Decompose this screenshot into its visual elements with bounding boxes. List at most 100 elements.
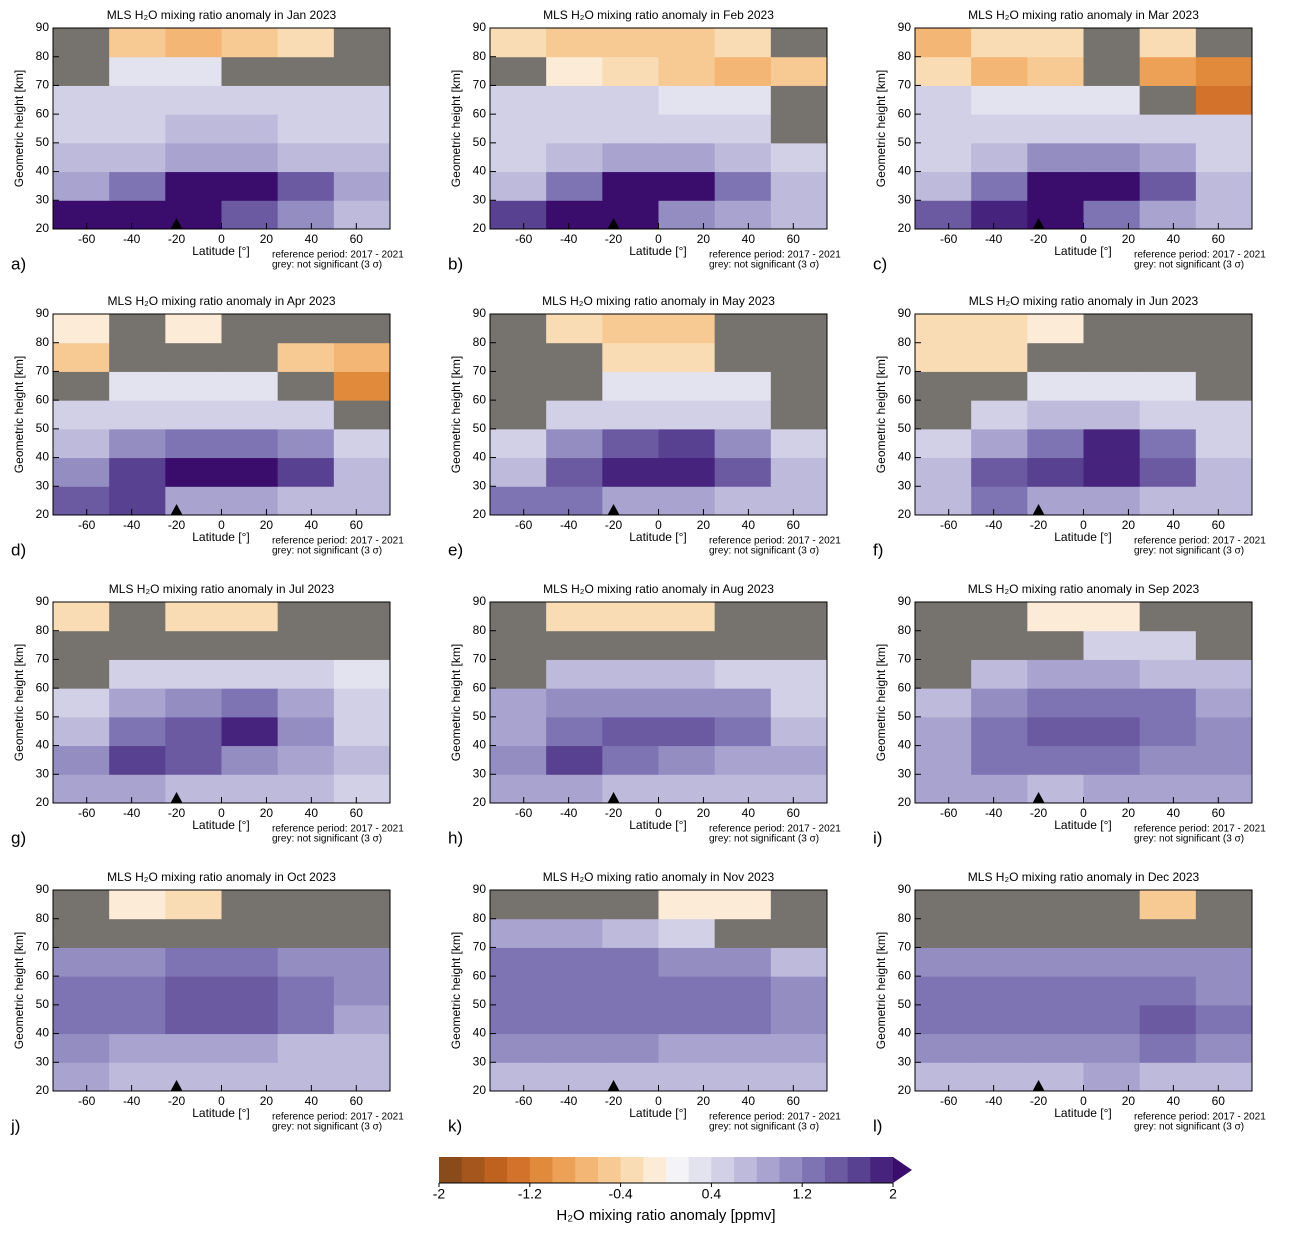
x-tick-label: -20: [168, 1094, 186, 1108]
heatmap-cell: [658, 774, 716, 804]
x-tick-label: -60: [78, 232, 96, 246]
heatmap-cell: [915, 457, 972, 487]
heatmap-cell: [1027, 947, 1084, 977]
x-tick-label: 0: [1080, 232, 1087, 246]
colorbar-tick-label: 2: [889, 1186, 897, 1202]
heatmap-cell: [971, 1062, 1028, 1092]
y-tick-label: 90: [473, 594, 487, 608]
panel: -60 -40 -20 0 20 40 60 20 30 40 50 60 70 80 90 MLS H₂O …: [10, 870, 404, 1135]
x-tick-label: 60: [1212, 518, 1226, 532]
heatmap-cell: [1195, 918, 1253, 948]
heatmap-cell: [714, 918, 772, 948]
y-tick-label: 20: [898, 795, 912, 809]
panel-label: e): [448, 540, 463, 559]
heatmap-cell: [770, 342, 828, 372]
y-tick-label: 50: [898, 997, 912, 1011]
heatmap-cell: [53, 342, 110, 372]
panel-label: i): [873, 828, 882, 847]
heatmap-cell: [490, 1004, 547, 1035]
panel-label: h): [448, 828, 463, 847]
heatmap-cell: [109, 142, 166, 173]
heatmap-cell: [109, 114, 166, 144]
note: grey: not significant (3 σ): [709, 260, 819, 271]
heatmap-cell: [53, 486, 110, 516]
heatmap-cell: [165, 428, 222, 459]
x-axis-label: Latitude [°]: [629, 244, 687, 258]
heatmap-cell: [1139, 659, 1197, 689]
heatmap-cell: [714, 602, 772, 632]
heatmap-cell: [490, 890, 547, 920]
heatmap-cell: [770, 28, 828, 58]
x-tick-label: -20: [605, 806, 623, 820]
y-tick-label: 90: [473, 20, 487, 34]
heatmap-cell: [1083, 371, 1141, 401]
heatmap-cell: [546, 56, 603, 86]
y-tick-label: 90: [36, 306, 50, 320]
heatmap-cell: [1083, 745, 1141, 775]
heatmap-cell: [109, 976, 166, 1006]
heatmap-cell: [1027, 890, 1084, 920]
note: reference period: 2017 - 2021: [709, 824, 841, 835]
heatmap-cell: [714, 371, 772, 401]
heatmap-cell: [714, 457, 772, 487]
heatmap-cell: [770, 486, 828, 516]
heatmap-cell: [714, 1004, 772, 1035]
x-tick-label: 60: [350, 518, 364, 532]
heatmap-cell: [1195, 716, 1253, 747]
x-tick-label: 20: [697, 232, 711, 246]
heatmap-cell: [1027, 918, 1084, 948]
heatmap-cell: [109, 171, 166, 201]
heatmap-cell: [971, 745, 1028, 775]
y-tick-label: 80: [36, 335, 50, 349]
heatmap-cell: [546, 428, 603, 459]
colorbar-segment: [484, 1157, 508, 1183]
heatmap-cell: [915, 142, 972, 173]
panel-label: l): [873, 1116, 882, 1135]
x-axis-label: Latitude [°]: [192, 818, 250, 832]
x-tick-label: 40: [305, 232, 319, 246]
x-tick-label: 40: [305, 1094, 319, 1108]
colorbar-segment: [620, 1157, 644, 1183]
y-tick-label: 20: [36, 507, 50, 521]
heatmap-cell: [53, 428, 110, 459]
note: reference period: 2017 - 2021: [709, 250, 841, 261]
heatmap-cell: [490, 918, 547, 948]
note: reference period: 2017 - 2021: [272, 824, 404, 835]
chart-title: MLS H₂O mixing ratio anomaly in Mar 2023: [968, 8, 1199, 22]
x-tick-label: -20: [168, 518, 186, 532]
colorbar-segment: [597, 1157, 621, 1183]
heatmap-cell: [53, 171, 110, 201]
x-tick-label: 60: [787, 518, 801, 532]
heatmap-cell: [1083, 774, 1141, 804]
heatmap-cell: [277, 371, 335, 401]
colorbar-segment: [507, 1157, 531, 1183]
heatmap-cell: [53, 85, 110, 115]
heatmap-cell: [915, 171, 972, 201]
x-tick-label: 40: [1167, 232, 1181, 246]
heatmap-cell: [971, 1033, 1028, 1063]
y-tick-label: 30: [36, 478, 50, 492]
heatmap-cell: [221, 171, 279, 201]
heatmap-cell: [602, 947, 659, 977]
heatmap-cell: [1083, 114, 1141, 144]
x-tick-label: 60: [1212, 1094, 1226, 1108]
heatmap-cell: [1083, 457, 1141, 487]
x-tick-label: 0: [1080, 806, 1087, 820]
y-axis-label: Geometric height [km]: [449, 644, 463, 761]
heatmap-cell: [277, 171, 335, 201]
y-tick-label: 50: [36, 421, 50, 435]
heatmap-cell: [490, 745, 547, 775]
y-tick-label: 70: [36, 652, 50, 666]
x-tick-label: -60: [515, 1094, 533, 1108]
x-axis-label: Latitude [°]: [1054, 818, 1112, 832]
heatmap-cell: [109, 947, 166, 977]
heatmap-cell: [221, 142, 279, 173]
x-tick-label: 40: [742, 518, 756, 532]
heatmap-cell: [658, 314, 716, 344]
heatmap-cell: [333, 428, 391, 459]
heatmap-cell: [333, 400, 391, 430]
chart-title: MLS H₂O mixing ratio anomaly in Jul 2023: [109, 582, 335, 596]
heatmap-cell: [915, 745, 972, 775]
heatmap-cell: [1083, 918, 1141, 948]
heatmap-cell: [1027, 28, 1084, 58]
